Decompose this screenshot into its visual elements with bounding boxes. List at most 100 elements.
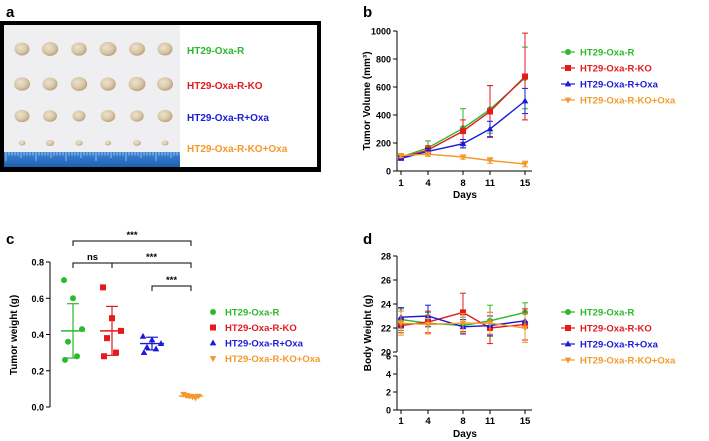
panel-a: a HT29-Oxa-RHT29-Oxa-R-KOHT29-Oxa-R+OxaH…: [0, 4, 321, 172]
y-tick-label: 600: [376, 83, 391, 93]
data-point: [460, 309, 466, 316]
tumor: [75, 140, 83, 146]
panel-a-letter: a: [6, 4, 15, 21]
data-point: [522, 73, 528, 80]
tumor: [45, 140, 55, 146]
tumor: [42, 77, 58, 91]
photo-group-label: HT29-Oxa-R-KO: [187, 81, 263, 92]
data-point: [486, 158, 494, 164]
y-tick-label: 26: [381, 276, 391, 286]
legend-marker: [564, 97, 572, 104]
tumor: [14, 77, 30, 91]
tumor: [100, 77, 116, 91]
y-tick-label: 0: [386, 406, 391, 416]
y-tick-label: 2: [386, 388, 391, 398]
ruler: [4, 152, 181, 167]
y-tick-label: 200: [376, 139, 391, 149]
y-tick-label: 4: [386, 370, 391, 380]
y-tick-label: 0.4: [31, 330, 44, 340]
x-tick-label: 11: [485, 416, 496, 427]
panel-c: c 0.0 0.2 0.4 0.6 0.8 Tumor weight (g) *** ns **…: [6, 230, 321, 413]
data-point: [459, 154, 467, 161]
y-tick-label: 400: [376, 111, 391, 121]
legend-label: HT29-Oxa-R+Oxa: [225, 339, 304, 350]
legend-label: HT29-Oxa-R-KO+Oxa: [580, 96, 676, 107]
tumor: [161, 140, 169, 146]
significance-bracket: [151, 285, 192, 291]
y-tick-label: 0.6: [31, 294, 44, 304]
photo-group-label: HT29-Oxa-R-KO+Oxa: [187, 144, 288, 155]
legend-label: HT29-Oxa-R: [580, 308, 635, 319]
x-tick-label: 1: [398, 416, 404, 427]
y-axis-label: Tumor weight (g): [9, 295, 20, 375]
legend-marker: [209, 356, 217, 362]
legend-label: HT29-Oxa-R+Oxa: [580, 340, 659, 351]
data-point: [61, 277, 67, 284]
data-point: [459, 320, 467, 327]
tumor-weight-chart: 0.0 0.2 0.4 0.6 0.8 Tumor weight (g) *** ns *** *…: [9, 230, 321, 413]
x-tick-label: 8: [460, 178, 465, 189]
photo-tray: [4, 25, 180, 167]
y-tick-label: 0: [386, 167, 391, 177]
tumor: [41, 42, 59, 56]
data-point: [143, 343, 151, 350]
data-point: [70, 295, 76, 302]
data-point: [424, 151, 432, 158]
tumor: [157, 77, 173, 91]
significance-bracket: [111, 262, 192, 268]
y-tick-label: 28: [381, 252, 391, 262]
data-point: [62, 356, 68, 363]
x-tick-label: 8: [460, 416, 465, 427]
panel-c-letter: c: [6, 231, 14, 248]
tumor: [14, 109, 30, 123]
y-tick-label: 22: [381, 324, 391, 334]
tumor: [100, 110, 116, 122]
data-point: [460, 128, 466, 135]
x-tick-label: 15: [520, 416, 531, 427]
x-axis-label: Days: [453, 429, 477, 440]
y-tick-label: 6: [386, 352, 391, 362]
data-point: [397, 320, 405, 327]
y-tick-label: 1000: [371, 27, 391, 37]
ruler-body: [4, 152, 180, 167]
tumor: [104, 140, 112, 146]
data-point: [140, 349, 148, 356]
legend-marker: [210, 324, 216, 331]
tumor: [157, 109, 173, 123]
photo-group-label: HT29-Oxa-R+Oxa: [187, 113, 269, 124]
tumor: [18, 140, 26, 146]
data-point: [521, 325, 529, 332]
photo-label-area: [180, 25, 317, 167]
tumor: [133, 140, 141, 146]
significance-bracket: [72, 262, 113, 268]
legend-label: HT29-Oxa-R-KO: [580, 324, 652, 335]
x-tick-label: 4: [425, 178, 431, 189]
significance-bracket: [72, 240, 192, 246]
y-tick-label: 0.0: [31, 403, 44, 413]
legend-marker: [209, 339, 217, 346]
legend-label: HT29-Oxa-R: [225, 308, 280, 319]
significance-label: ns: [87, 252, 98, 263]
legend-label: HT29-Oxa-R: [580, 48, 635, 59]
tumor: [70, 77, 88, 91]
x-tick-label: 11: [485, 178, 496, 189]
tumor-grid: [14, 41, 173, 146]
data-point: [459, 140, 467, 147]
y-tick-label: 20: [381, 348, 391, 358]
legend-marker: [564, 340, 572, 347]
tumor: [157, 42, 173, 56]
legend-label: HT29-Oxa-R-KO: [580, 64, 652, 75]
data-point: [487, 108, 493, 115]
significance-label: ***: [126, 230, 137, 241]
data-point: [104, 335, 110, 342]
legend-marker: [564, 357, 572, 364]
tumor: [99, 41, 117, 57]
legend-marker: [564, 80, 572, 87]
data-point: [152, 345, 160, 352]
panel-b-letter: b: [363, 4, 372, 21]
y-axis-label: Body Weight (g): [363, 295, 374, 371]
data-point: [424, 322, 432, 328]
y-axis-label: Tumor Volume (mm³): [362, 51, 373, 150]
x-tick-label: 4: [425, 416, 431, 427]
